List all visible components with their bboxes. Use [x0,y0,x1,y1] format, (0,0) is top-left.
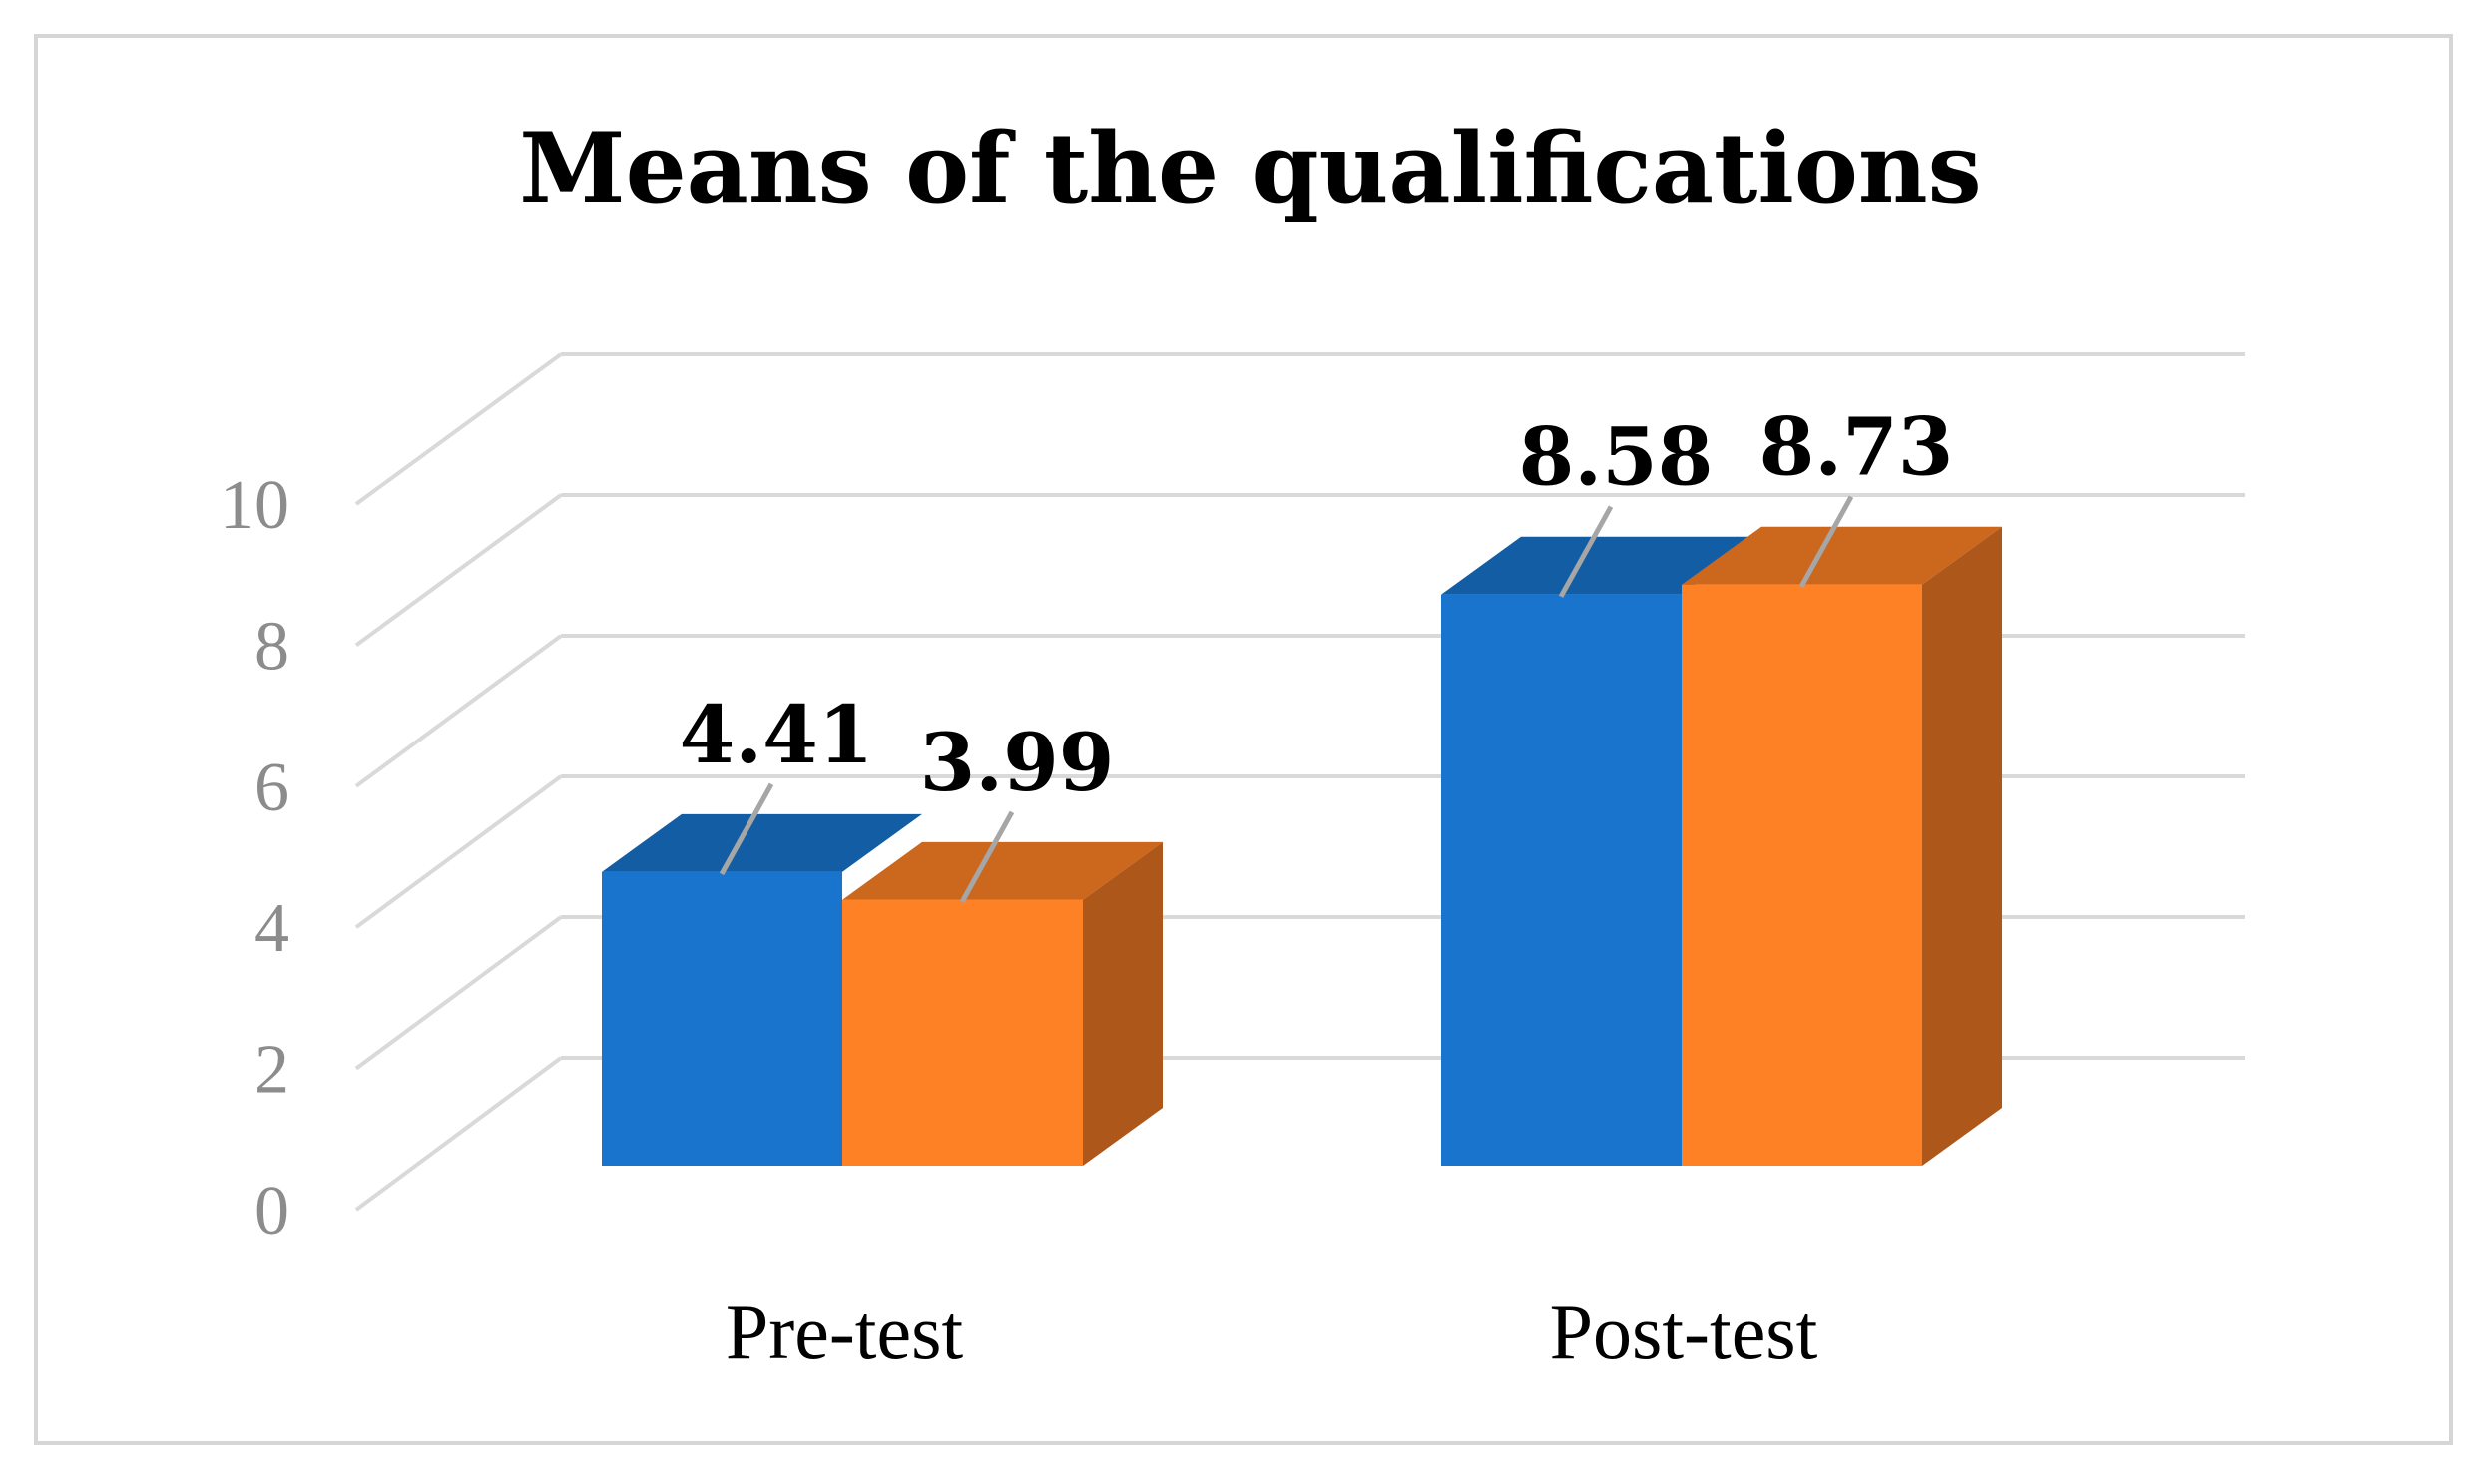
bar [602,871,842,1166]
data-label-leader [959,810,1015,904]
data-labels: 4.41 3.99 8.58 8.73 [680,400,1954,809]
y-tick-label: 0 [254,1173,289,1249]
data-label: 4.41 [680,688,874,781]
category-label: Pre-test [726,1288,964,1375]
y-axis-ticks: 0 2 4 6 8 10 [220,467,289,1249]
gridline-diagonal [354,1056,563,1212]
y-tick-label: 8 [254,608,289,685]
data-label-leader [1798,495,1854,588]
bar-side [1083,841,1163,1166]
gridline-diagonal [354,352,563,506]
data-label-leader [1558,505,1614,598]
bar-top [1441,536,1761,595]
bar [1682,584,1922,1166]
y-tick-label: 10 [220,467,289,544]
bar-top [842,841,1163,900]
bar [842,899,1083,1166]
chart-title: Means of the qualifications [519,112,1981,225]
bars [602,526,2002,1166]
bar-side [1922,526,2002,1166]
gridline-diagonal [354,774,563,929]
chart-frame [34,34,2453,1445]
bar-top [602,813,922,872]
y-tick-label: 2 [254,1032,289,1109]
data-label: 8.73 [1759,400,1954,494]
data-label: 8.58 [1519,410,1714,504]
y-tick-label: 6 [254,749,289,826]
y-tick-label: 4 [254,890,289,967]
bar [1441,594,1682,1166]
category-labels: Pre-test Post-test [726,1288,1818,1375]
data-label-leader [719,782,774,876]
gridline-diagonal [354,915,563,1071]
gridline-diagonal [354,493,563,648]
gridline-diagonal [354,634,563,788]
data-label-leaders [719,495,1854,904]
category-label: Post-test [1550,1288,1818,1375]
bar-top [1682,526,2002,585]
data-label: 3.99 [920,716,1115,809]
